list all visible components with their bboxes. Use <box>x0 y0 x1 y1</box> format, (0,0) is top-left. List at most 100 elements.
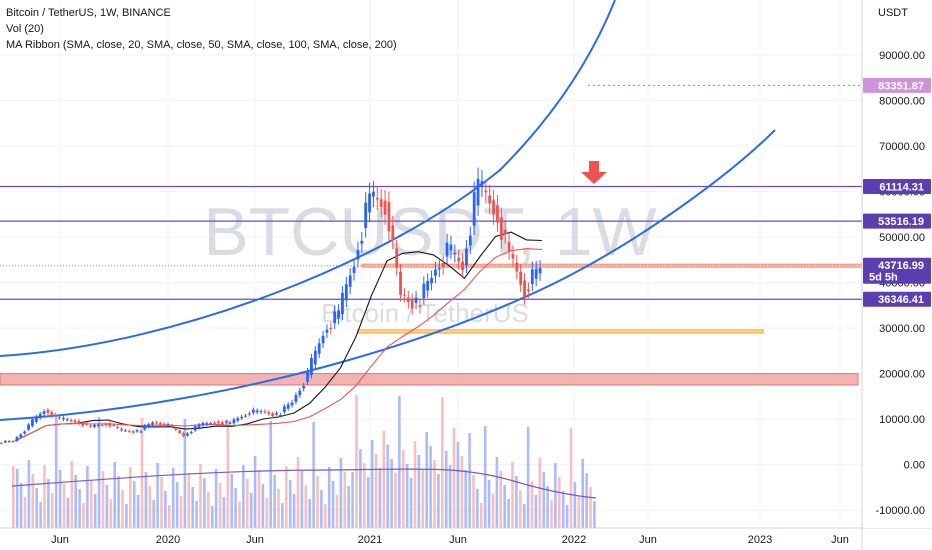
ma-20-line <box>14 231 543 442</box>
candles <box>0 167 542 445</box>
candle-body <box>375 197 379 200</box>
candle-body <box>11 441 15 443</box>
channel-lower-curve <box>0 129 776 421</box>
volume-bar <box>561 491 565 528</box>
candle-body <box>93 424 96 427</box>
volume-bar <box>246 479 249 528</box>
volume-bar <box>331 481 335 528</box>
candle-body <box>174 427 178 430</box>
volume-bar <box>203 478 206 528</box>
time-tick-label: Jun <box>639 534 657 546</box>
volume-bar <box>550 500 553 528</box>
candle-body <box>108 423 112 427</box>
candle-body <box>457 257 461 262</box>
volume-bar <box>456 442 460 528</box>
candle-body <box>286 404 290 409</box>
candle-body <box>143 425 147 430</box>
candle-body <box>275 413 278 415</box>
volume-bar <box>554 463 557 528</box>
time-tick-label: Jun <box>51 534 69 546</box>
price-tag-label: 53516.19 <box>878 216 924 228</box>
volume-bar <box>113 462 116 528</box>
candle-body <box>499 217 503 240</box>
candle-body <box>217 421 220 424</box>
time-tick-label: Jun <box>449 534 467 546</box>
volume-bar <box>230 474 233 528</box>
candle-body <box>155 422 158 424</box>
candle-body <box>329 327 333 329</box>
candle-body <box>414 297 418 303</box>
red-down-arrow <box>581 161 607 184</box>
volume-bar <box>355 395 358 528</box>
volume-bar <box>339 458 343 528</box>
price-tag-bg <box>863 291 931 307</box>
watermark: BTCUSDT, 1W Bitcoin / TetherUS <box>203 194 656 328</box>
candle-body <box>379 199 383 208</box>
volume-bar <box>366 477 370 528</box>
volume-bar <box>191 487 194 528</box>
candle-body <box>282 406 286 413</box>
price-tag-countdown: 5d 5h <box>869 272 898 284</box>
volume-bar <box>12 466 15 528</box>
price-tick-label: 90000.00 <box>879 50 925 62</box>
time-axis[interactable]: Jun 2020 Jun 2021 Jun 2022 Jun 2023 Jun <box>51 534 849 546</box>
volume-bar <box>324 504 327 528</box>
candle-body <box>3 441 7 443</box>
ma-50-line <box>14 248 543 442</box>
candle-body <box>151 422 154 425</box>
candle-body <box>54 414 58 416</box>
candle-body <box>310 358 313 375</box>
volume-bar <box>304 485 308 528</box>
price-tag-label: 36346.41 <box>878 294 924 306</box>
volume-bar <box>522 504 526 528</box>
volume-bar <box>421 469 425 528</box>
candle-body <box>147 424 151 428</box>
candle-body <box>445 242 449 257</box>
candle-body <box>201 423 205 426</box>
candle-body <box>302 385 306 389</box>
candle-body <box>368 193 371 213</box>
volume-bar <box>168 505 171 528</box>
volume-bar <box>281 503 284 528</box>
candle-body <box>104 424 108 426</box>
volume-bar <box>117 476 120 528</box>
volume-bar <box>585 473 588 528</box>
price-axis-ticks: 90000.0080000.0070000.0060000.0050000.00… <box>875 50 925 517</box>
volume-bar <box>277 489 280 528</box>
candle-body <box>34 416 38 422</box>
candle-body <box>7 441 11 443</box>
candle-body <box>131 431 135 433</box>
legend-ma-ribbon[interactable]: MA Ribbon (SMA, close, 20, SMA, close, 5… <box>6 39 397 51</box>
candle-body <box>534 268 538 279</box>
volume-bar <box>140 418 144 528</box>
volume-bar <box>19 483 23 528</box>
volume-bar <box>429 446 432 528</box>
volume-bar <box>253 456 257 528</box>
volume-bar <box>569 428 573 528</box>
volume-bar <box>495 457 499 528</box>
volume-bar <box>468 433 471 528</box>
candle-body <box>523 280 526 298</box>
volume-bar <box>347 486 350 528</box>
time-tick-label: 2020 <box>156 534 180 546</box>
volume-bar <box>218 483 222 528</box>
volume-bar <box>156 463 159 528</box>
volume-bar <box>577 496 581 528</box>
volume-bar <box>43 465 46 528</box>
volume-bar <box>214 469 218 528</box>
price-tick-label: 0.00 <box>904 460 925 472</box>
legend-symbol[interactable]: Bitcoin / TetherUS, 1W, BINANCE <box>6 7 171 19</box>
candle-body <box>372 191 375 197</box>
volume-bar <box>472 475 475 528</box>
volume-bar <box>288 480 292 528</box>
price-tag-bg <box>863 179 931 195</box>
candle-body <box>166 424 170 426</box>
volume-bar <box>378 468 382 528</box>
candle-body <box>178 430 182 433</box>
volume-bar <box>374 454 378 528</box>
legend-volume[interactable]: Vol (20) <box>6 23 44 35</box>
candle-body <box>251 409 255 413</box>
candle-body <box>422 283 426 298</box>
